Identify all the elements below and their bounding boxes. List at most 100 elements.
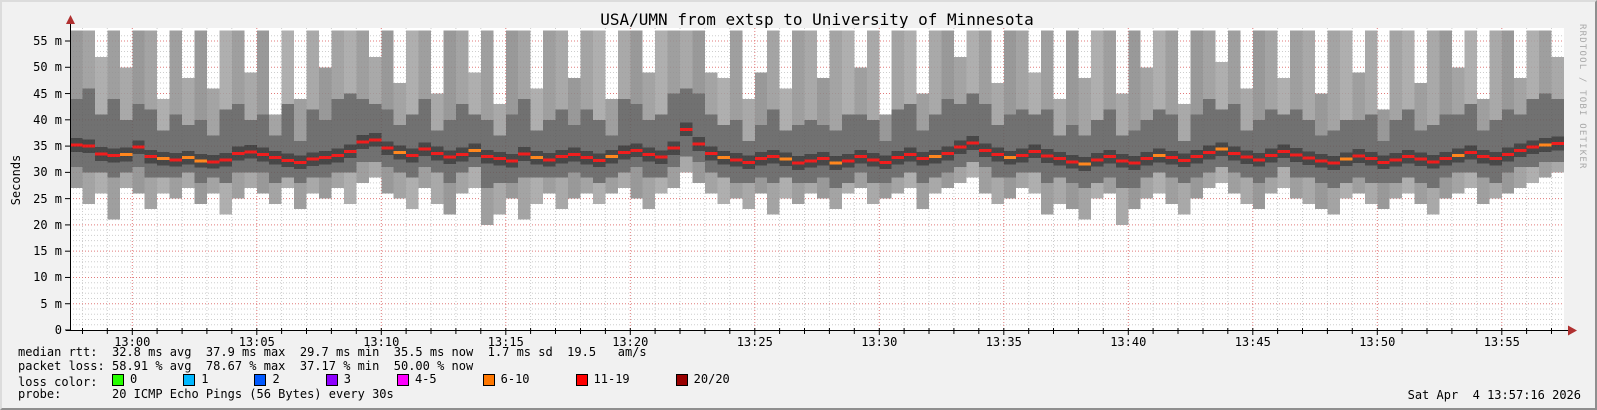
y-tick-label: 5 m — [40, 296, 62, 311]
stat-values: 32.8 ms avg 37.9 ms max 29.7 ms min 35.5… — [112, 345, 647, 359]
median-segment — [580, 156, 593, 160]
median-segment — [692, 142, 705, 146]
median-segment — [480, 155, 494, 159]
median-segment — [667, 146, 681, 150]
loss-legend-label: 11-19 — [593, 372, 630, 386]
median-segment — [219, 158, 232, 162]
median-segment — [194, 159, 207, 163]
median-segment — [368, 138, 382, 142]
median-segment — [617, 150, 631, 154]
median-segment — [904, 153, 917, 156]
median-segment — [1514, 148, 1527, 152]
median-segment — [418, 147, 432, 151]
median-segment — [941, 151, 954, 155]
median-segment — [1364, 157, 1378, 161]
loss-legend-label: 20/20 — [693, 372, 730, 386]
median-segment — [206, 160, 220, 164]
median-segment — [393, 150, 407, 154]
median-segment — [1202, 150, 1216, 154]
median-segment — [978, 148, 992, 152]
median-segment — [331, 154, 344, 157]
median-segment — [356, 140, 369, 144]
median-segment — [70, 143, 83, 147]
median-segment — [1290, 153, 1303, 157]
median-segment — [592, 158, 606, 162]
median-segment — [1078, 162, 1091, 166]
x-tick-label: 13:55 — [1483, 335, 1520, 349]
x-tick-label: 13:30 — [861, 335, 898, 349]
median-segment — [630, 148, 643, 152]
rrdtool-watermark: RRDTOOL / TOBI OETIKER — [1577, 24, 1587, 170]
median-segment — [879, 160, 892, 164]
median-segment — [916, 157, 930, 161]
median-segment — [1128, 161, 1141, 165]
x-tick-label: 13:00 — [114, 335, 151, 349]
x-tick-label: 13:20 — [612, 335, 649, 349]
y-tick-label: 30 m — [33, 165, 62, 180]
median-segment — [543, 158, 556, 162]
x-tick-label: 13:05 — [238, 335, 275, 349]
median-segment — [144, 155, 158, 159]
median-segment — [704, 151, 718, 155]
x-tick-label: 13:25 — [736, 335, 773, 349]
median-segment — [1526, 145, 1540, 149]
median-segment — [829, 161, 842, 165]
median-segment — [1551, 142, 1564, 145]
median-segment — [1178, 158, 1191, 162]
loss-color-swatch — [482, 373, 495, 386]
median-segment — [468, 148, 481, 152]
median-segment — [779, 157, 793, 161]
x-tick-label: 13:45 — [1234, 335, 1271, 349]
median-segment — [244, 150, 257, 154]
median-segment — [157, 157, 170, 161]
median-segment — [1501, 153, 1515, 156]
median-segment — [642, 153, 656, 156]
median-segment — [455, 153, 469, 156]
median-segment — [680, 127, 693, 131]
median-segment — [1227, 151, 1241, 155]
loss-legend-item: 0 — [112, 373, 137, 386]
median-segment — [953, 145, 967, 149]
x-tick-label: 13:35 — [985, 335, 1022, 349]
median-segment — [1016, 154, 1029, 157]
loss-legend-label: 6-10 — [500, 372, 530, 386]
loss-legend-item: 1 — [183, 373, 208, 386]
median-segment — [182, 156, 195, 160]
median-segment — [1240, 155, 1253, 159]
median-segment — [518, 152, 531, 156]
median-segment — [343, 149, 357, 153]
median-segment — [729, 158, 743, 162]
median-segment — [1315, 159, 1328, 163]
loss-legend-label: 2 — [272, 372, 280, 386]
y-tick-label: 15 m — [33, 244, 62, 259]
median-segment — [929, 155, 942, 159]
loss-color-swatch — [325, 373, 338, 386]
loss-legend-item: 11-19 — [575, 372, 630, 386]
median-segment — [804, 159, 817, 163]
loss-legend-item: 6-10 — [482, 372, 530, 386]
median-segment — [1153, 154, 1166, 157]
median-segment — [1103, 155, 1116, 159]
y-tick-label: 40 m — [33, 112, 62, 127]
loss-legend-label: 4-5 — [414, 372, 437, 386]
stat-line-probe: probe: 20 ICMP Echo Pings (56 Bytes) ever… — [18, 388, 394, 401]
median-segment — [281, 158, 295, 162]
median-segment — [306, 157, 319, 161]
loss-legend-label: 3 — [343, 372, 351, 386]
median-segment — [1252, 158, 1266, 162]
median-segment — [1277, 149, 1291, 153]
median-segment — [1339, 157, 1353, 161]
y-tick-label: 45 m — [33, 86, 62, 101]
loss-legend-item: 3 — [325, 372, 351, 386]
stat-label: median rtt: — [18, 345, 98, 359]
y-axis-arrow — [66, 15, 75, 24]
median-segment — [132, 145, 145, 149]
loss-legend-item: 4-5 — [396, 372, 437, 386]
stat-values: 58.91 % avg 78.67 % max 37.17 % min 50.0… — [112, 359, 474, 373]
y-tick-label: 35 m — [33, 139, 62, 154]
median-segment — [1389, 158, 1403, 162]
loss-color-legend: loss color: 0 1 2 3 4-5 6-10 11-19 20/20 — [18, 373, 776, 389]
median-segment — [505, 159, 519, 163]
median-segment — [381, 146, 394, 150]
